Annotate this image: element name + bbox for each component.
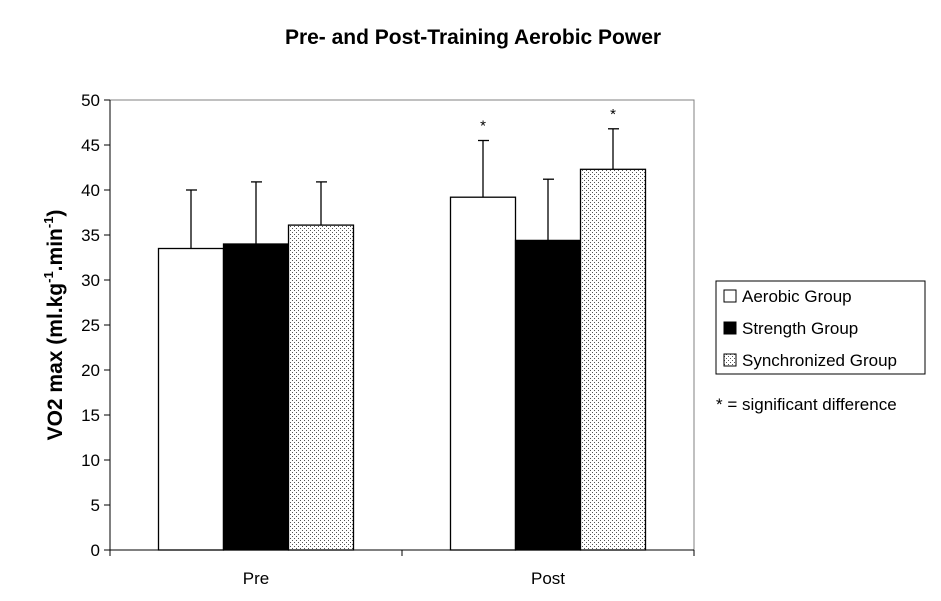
legend-item-synchronized: Synchronized Group	[723, 351, 897, 370]
y-axis-label-mid: .min	[44, 228, 67, 271]
y-axis-label-sup1: -1	[41, 271, 56, 283]
y-tick-label: 0	[91, 541, 100, 560]
bars-group: **	[157, 106, 647, 551]
y-tick-label: 20	[81, 361, 100, 380]
bar-aerobic	[157, 247, 225, 551]
y-tick-label: 45	[81, 136, 100, 155]
legend-label-strength: Strength Group	[742, 319, 858, 338]
y-tick-label: 50	[81, 91, 100, 110]
x-category-label: Pre	[243, 569, 269, 588]
legend-swatch-synchronized	[723, 353, 737, 367]
bar-aerobic	[449, 196, 517, 551]
legend-swatch-aerobic	[723, 289, 737, 303]
y-tick-label: 5	[91, 496, 100, 515]
legend: Aerobic Group Strength Group Synchronize…	[715, 280, 926, 375]
y-tick-label: 10	[81, 451, 100, 470]
y-tick-label: 40	[81, 181, 100, 200]
x-axis: Pre Post	[109, 549, 695, 588]
legend-item-aerobic: Aerobic Group	[723, 287, 852, 306]
legend-swatch-strength	[723, 321, 737, 335]
legend-label-aerobic: Aerobic Group	[742, 287, 852, 306]
bar-synchronized	[579, 168, 647, 551]
y-tick-label: 25	[81, 316, 100, 335]
legend-label-synchronized: Synchronized Group	[742, 351, 897, 370]
bar-synchronized	[287, 224, 355, 551]
y-tick-label: 35	[81, 226, 100, 245]
x-category-label: Post	[531, 569, 565, 588]
bar-strength	[222, 243, 290, 551]
bar-strength	[514, 239, 582, 551]
significance-star-aerobic: *	[480, 118, 486, 135]
y-axis-label: VO2 max (ml.kg-1.min-1)	[41, 210, 67, 441]
y-axis-label-main: VO2 max (ml.kg	[44, 283, 67, 441]
chart-title: Pre- and Post-Training Aerobic Power	[285, 26, 661, 49]
y-tick-label: 15	[81, 406, 100, 425]
legend-item-strength: Strength Group	[723, 319, 858, 338]
y-axis: 0 5 10 15 20 25 30 35 40 45 50	[81, 91, 111, 560]
significance-star-synchronized: *	[610, 106, 616, 123]
y-axis-label-sup2: -1	[41, 217, 56, 229]
y-tick-label: 30	[81, 271, 100, 290]
significance-note: * = significant difference	[716, 395, 897, 414]
y-axis-label-end: )	[44, 210, 67, 217]
legend-frame	[715, 280, 926, 375]
